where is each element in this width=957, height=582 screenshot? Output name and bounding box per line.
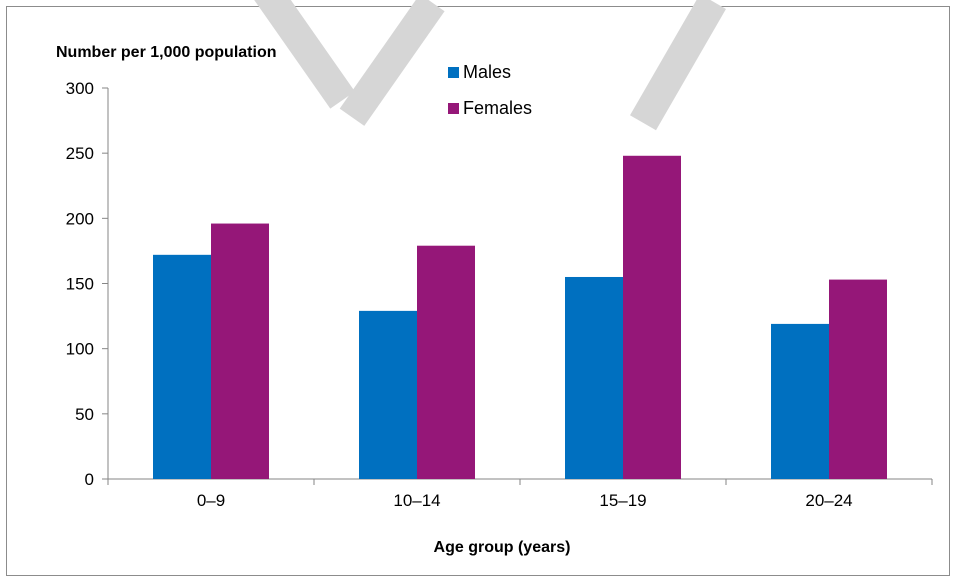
bar-males-0: [153, 254, 211, 479]
legend-label-females: Females: [463, 97, 533, 118]
x-tick-label: 20–24: [805, 491, 852, 510]
x-tick-label: 10–14: [393, 491, 440, 510]
legend: Males Females: [448, 54, 532, 126]
legend-swatch-females: [448, 102, 459, 114]
bar-females-1: [417, 245, 475, 479]
x-tick-label: 15–19: [599, 491, 646, 510]
bar-males-1: [359, 310, 417, 479]
y-tick-label: 100: [66, 340, 94, 359]
y-tick-label: 250: [66, 144, 94, 163]
bar-females-0: [211, 223, 269, 479]
y-tick-label: 150: [66, 275, 94, 294]
legend-swatch-males: [448, 66, 459, 78]
bars: [153, 155, 887, 480]
y-tick-label: 50: [75, 405, 94, 424]
legend-item-males: Males: [448, 54, 532, 90]
y-tick-label: 300: [66, 79, 94, 98]
bar-females-3: [829, 279, 887, 479]
y-tick-label: 0: [85, 470, 94, 489]
y-tick-label: 200: [66, 209, 94, 228]
x-axis-label: Age group (years): [434, 539, 571, 556]
legend-label-males: Males: [463, 61, 512, 82]
bar-males-2: [565, 276, 623, 479]
y-axis: 0 50 100 150 200 250 300: [66, 79, 109, 489]
bar-females-2: [623, 155, 681, 480]
x-tick-label: 0–9: [197, 491, 225, 510]
bar-males-3: [771, 323, 829, 479]
y-axis-label: Number per 1,000 population: [56, 44, 276, 61]
legend-item-females: Females: [448, 90, 532, 126]
x-axis: 0–9 10–14 15–19 20–24: [107, 478, 933, 510]
